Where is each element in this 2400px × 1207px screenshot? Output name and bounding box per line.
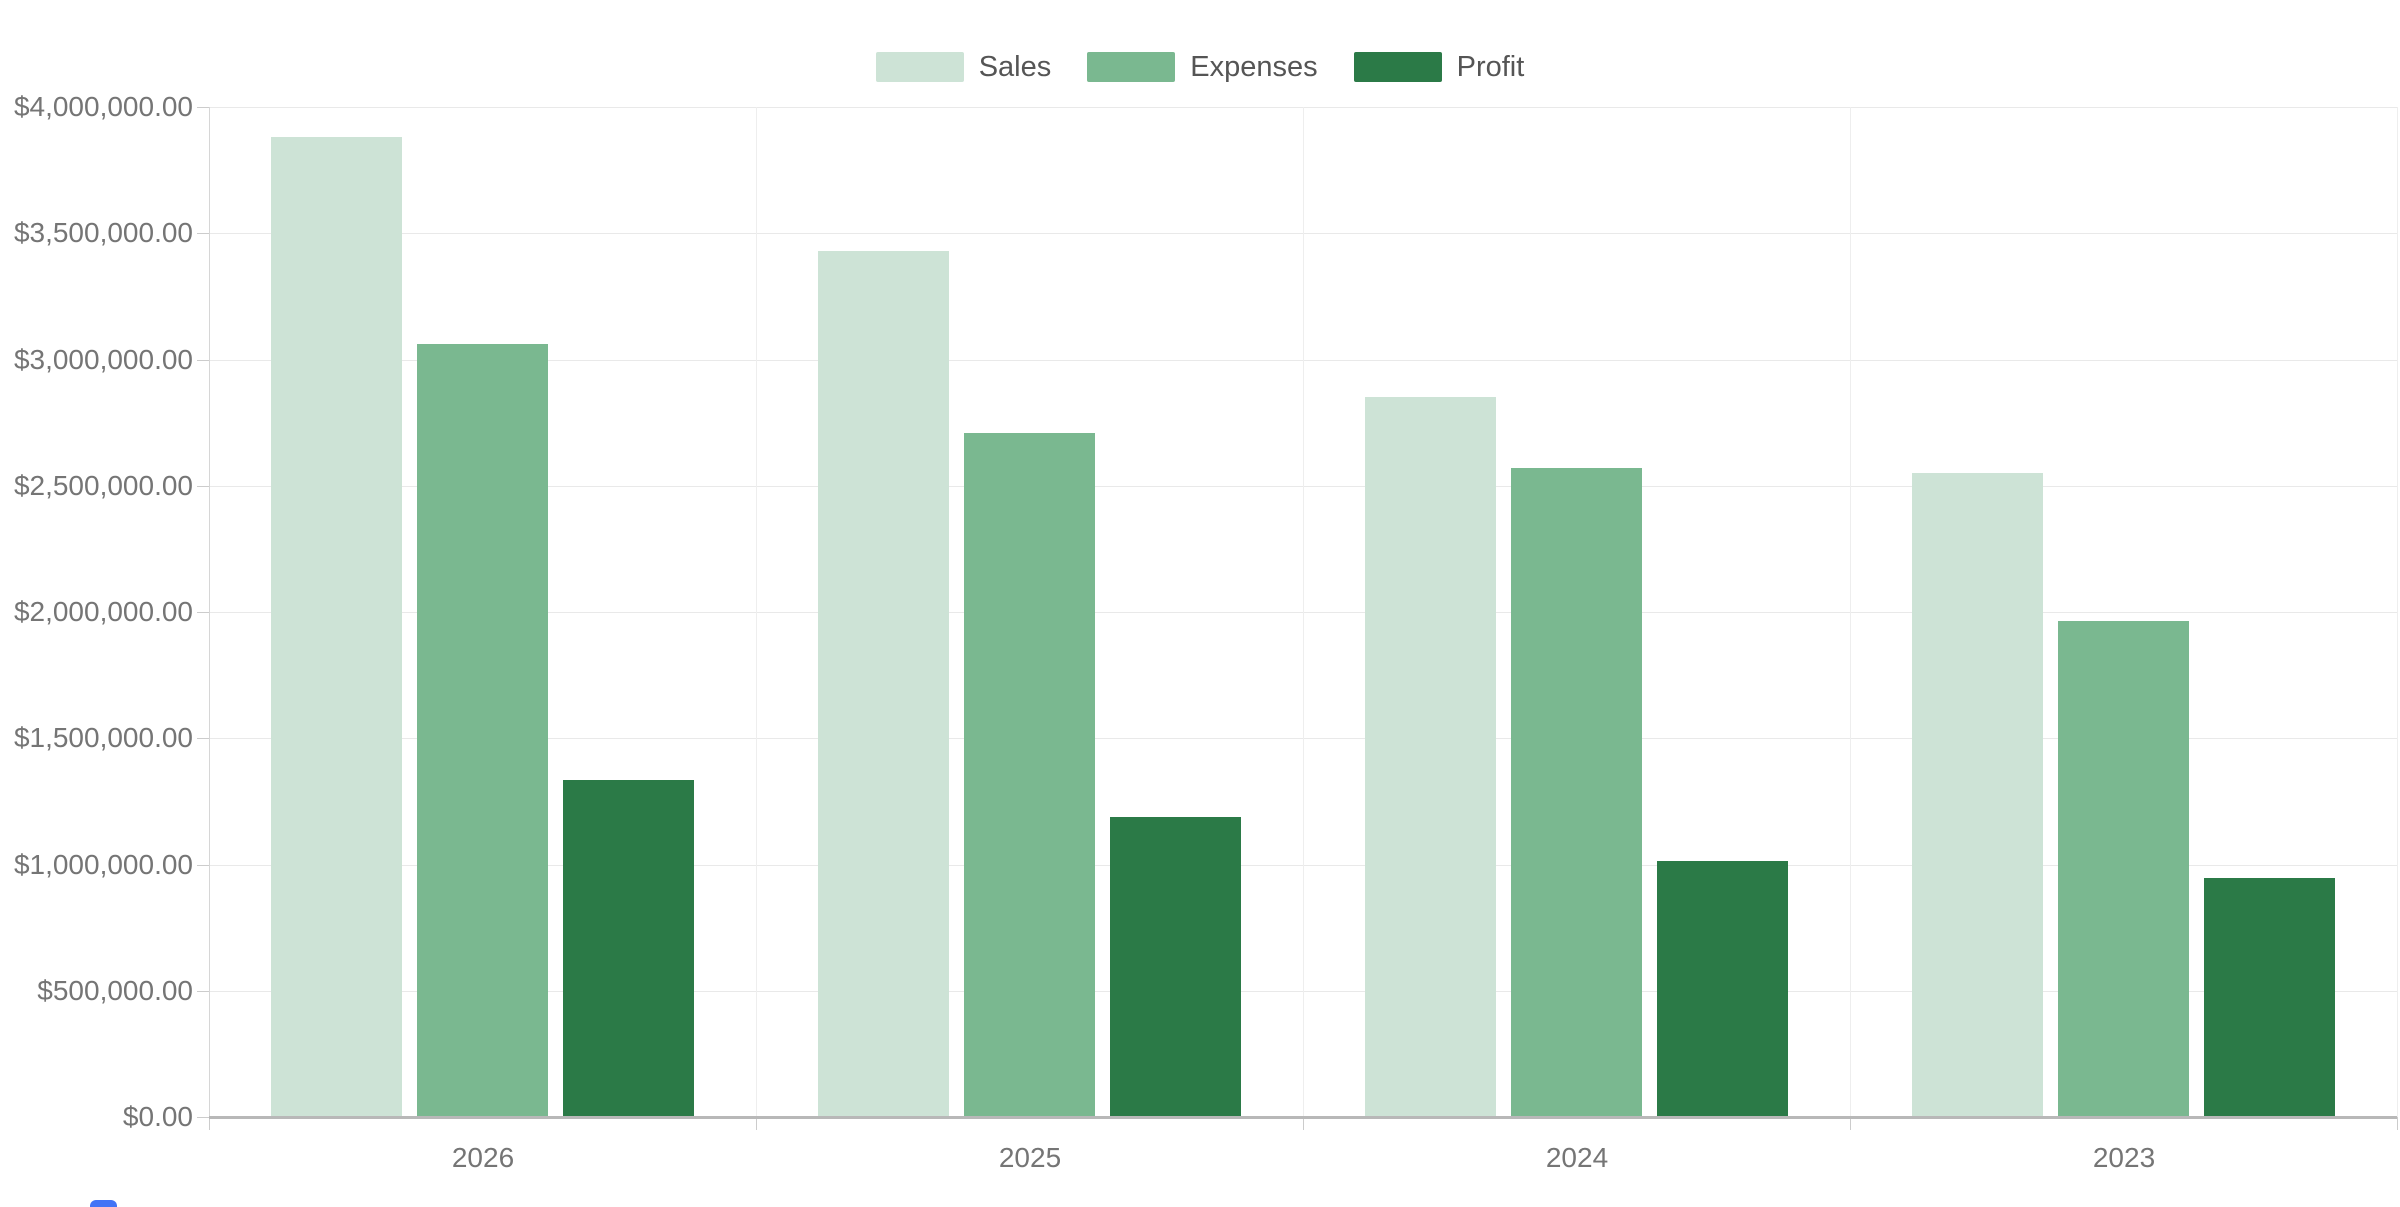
legend-swatch-profit [1353,52,1442,82]
y-axis-tick-label: $2,000,000.00 [13,596,193,627]
bar-profit-2024 [1657,861,1788,1117]
bar-profit-2023 [2204,878,2335,1117]
x-axis-tick [209,1117,210,1130]
category-boundary-gridline [2397,107,2398,1117]
x-axis-baseline [209,1116,2397,1119]
chart-legend: Sales Expenses Profit [0,52,2400,82]
x-axis-tick [756,1117,757,1130]
y-axis-tick [197,1117,209,1118]
x-axis-tick [1303,1117,1304,1130]
legend-label-sales: Sales [978,51,1052,83]
legend-swatch-sales [875,52,964,82]
legend-label-profit: Profit [1456,51,1525,83]
y-axis-tick [197,486,209,487]
y-axis-tick-label: $0.00 [122,1101,193,1132]
bar-expenses-2023 [2058,621,2189,1117]
legend-item-sales: Sales [875,51,1052,83]
y-axis-tick-label: $3,000,000.00 [13,344,193,375]
y-axis-tick-label: $3,500,000.00 [13,217,193,248]
y-axis-tick [197,991,209,992]
bar-expenses-2024 [1511,468,1642,1117]
y-axis-tick-label: $1,500,000.00 [13,722,193,753]
category-boundary-gridline [1303,107,1304,1117]
legend-item-profit: Profit [1353,51,1525,83]
x-axis-tick [1850,1117,1851,1130]
bottom-left-blue-artifact [90,1200,117,1207]
bar-profit-2025 [1110,817,1241,1117]
y-axis-tick [197,865,209,866]
x-axis-category-label: 2023 [2092,1142,2156,1173]
category-boundary-gridline [756,107,757,1117]
legend-swatch-expenses [1087,52,1176,82]
y-axis-tick [197,738,209,739]
bar-profit-2026 [563,780,694,1117]
bar-sales-2023 [1912,473,2043,1117]
y-axis-tick-label: $4,000,000.00 [13,91,193,122]
y-axis-tick [197,233,209,234]
x-axis-tick [2397,1117,2398,1130]
y-axis-tick-label: $1,000,000.00 [13,849,193,880]
bar-expenses-2025 [964,433,1095,1117]
bar-sales-2024 [1365,397,1496,1117]
x-axis-category-label: 2026 [451,1142,515,1173]
y-axis-tick [197,612,209,613]
y-axis-tick [197,107,209,108]
y-axis-tick-label: $2,500,000.00 [13,470,193,501]
bar-sales-2026 [271,137,402,1117]
y-axis-tick [197,360,209,361]
x-axis-category-label: 2024 [1545,1142,1609,1173]
x-axis-category-label: 2025 [998,1142,1062,1173]
bar-sales-2025 [818,251,949,1117]
legend-item-expenses: Expenses [1087,51,1318,83]
y-axis-tick-label: $500,000.00 [37,975,193,1006]
y-axis-line [209,107,210,1117]
legend-label-expenses: Expenses [1190,51,1318,83]
bar-expenses-2026 [417,344,548,1117]
category-boundary-gridline [1850,107,1851,1117]
